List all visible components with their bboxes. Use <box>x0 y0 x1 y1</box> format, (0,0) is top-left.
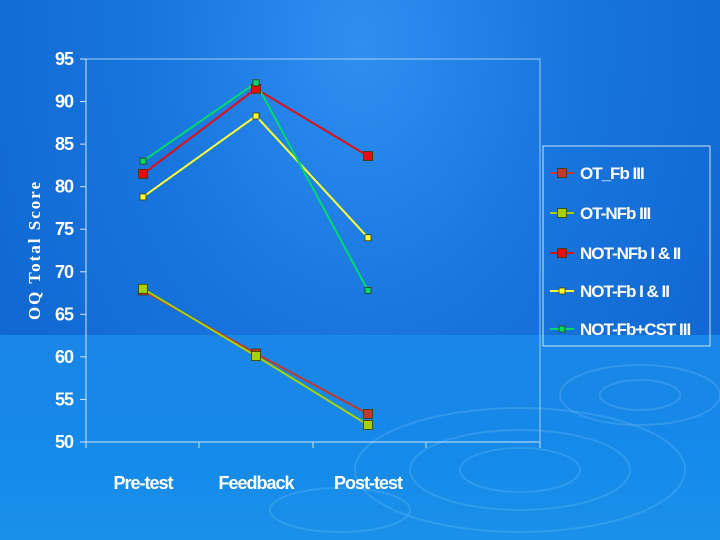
series-lines <box>142 81 369 426</box>
legend-swatch-marker <box>558 325 566 333</box>
x-tick-label: Pre-test <box>113 473 173 493</box>
legend: OT_Fb III OT-NFb III NOT-NFb I & II NOT-Fb … <box>542 145 711 347</box>
series-markers <box>138 79 373 430</box>
y-tick-label: 55 <box>55 389 74 409</box>
y-tick-label: 85 <box>55 134 74 154</box>
data-point <box>363 420 373 430</box>
data-point <box>363 409 373 419</box>
y-axis-ticks: 50 55 60 65 70 75 80 85 90 95 <box>55 49 86 452</box>
y-tick-label: 70 <box>55 262 74 282</box>
legend-label: NOT-NFb I & II <box>580 244 681 263</box>
data-point <box>138 283 148 294</box>
y-axis-title: OQ Total Score <box>25 180 44 320</box>
y-tick-label: 80 <box>55 177 74 197</box>
y-tick-label: 90 <box>55 92 74 112</box>
series-line <box>142 87 369 175</box>
data-point <box>364 234 372 242</box>
data-point <box>364 287 372 294</box>
data-point <box>138 168 148 179</box>
y-tick-label: 50 <box>55 432 74 452</box>
data-point <box>139 157 147 165</box>
data-point <box>252 79 260 87</box>
legend-swatch-marker <box>557 168 567 178</box>
background-band <box>0 335 720 540</box>
legend-swatch-marker <box>558 287 566 295</box>
legend-label: OT-NFb III <box>580 204 651 223</box>
y-tick-label: 60 <box>55 347 74 367</box>
legend-swatch-marker <box>557 208 567 218</box>
x-tick-label: Feedback <box>218 473 295 493</box>
y-tick-label: 65 <box>55 304 74 324</box>
data-point <box>139 193 147 201</box>
legend-label: OT_Fb III <box>580 164 644 183</box>
legend-box <box>542 145 711 347</box>
series-line <box>142 114 369 239</box>
x-axis-ticks: Pre-test Feedback Post-test <box>85 442 541 493</box>
data-point <box>363 151 373 161</box>
y-tick-label: 75 <box>55 219 74 239</box>
x-tick-label: Post-test <box>334 473 403 493</box>
legend-swatch-marker <box>557 248 567 258</box>
y-tick-label: 95 <box>55 49 74 69</box>
legend-label: NOT-Fb I & II <box>580 282 669 301</box>
data-point <box>251 351 261 361</box>
data-point <box>252 112 260 120</box>
legend-label: NOT-Fb+CST III <box>580 320 690 339</box>
